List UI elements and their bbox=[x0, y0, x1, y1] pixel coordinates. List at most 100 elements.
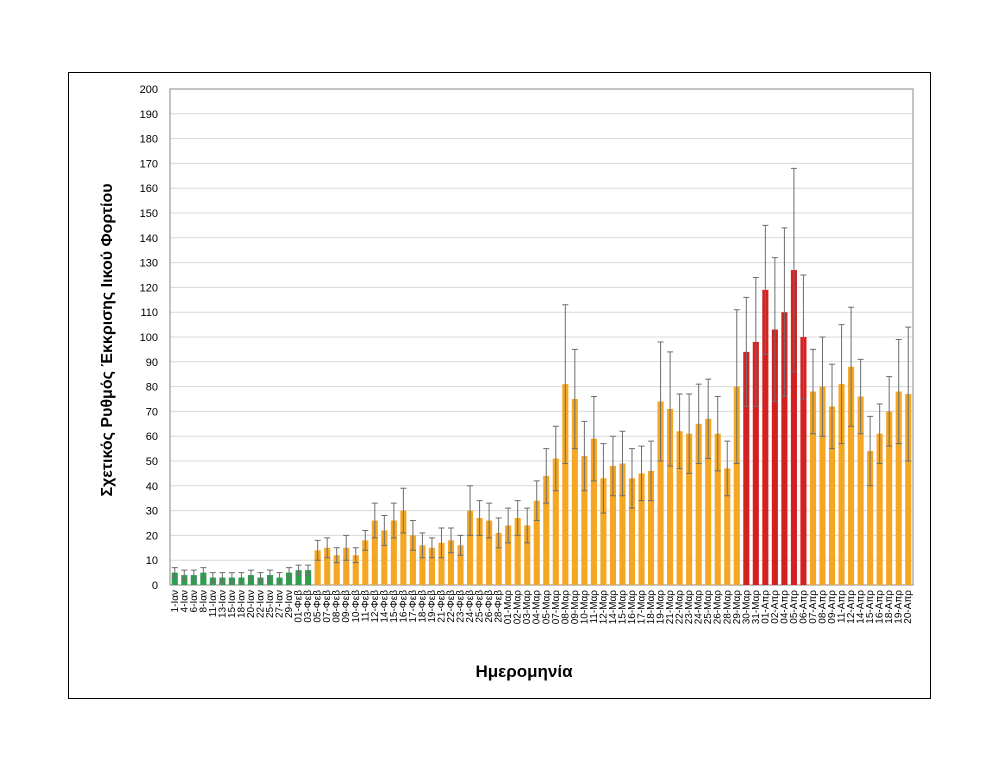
x-tick-label: 18-Φεβ bbox=[417, 590, 428, 623]
error-bar bbox=[543, 448, 550, 504]
bar bbox=[714, 433, 721, 585]
bar bbox=[628, 478, 636, 585]
plot-border bbox=[169, 88, 914, 586]
bar bbox=[733, 386, 740, 585]
error-bar bbox=[895, 338, 902, 445]
x-tick-label: 25-Μαρ bbox=[703, 590, 714, 625]
x-tick-label: 18-Απρ bbox=[884, 590, 895, 624]
error-bar bbox=[857, 358, 864, 435]
y-tick-label: 110 bbox=[140, 307, 158, 319]
y-tick-label: 170 bbox=[140, 158, 158, 170]
error-bar bbox=[790, 167, 797, 373]
error-bar bbox=[552, 425, 559, 492]
error-bar bbox=[228, 572, 235, 584]
x-tick-label: 1-Ιαν bbox=[170, 590, 181, 612]
error-bar bbox=[276, 572, 283, 584]
bar bbox=[781, 312, 788, 585]
error-bar bbox=[876, 403, 883, 464]
bar bbox=[857, 396, 864, 585]
error-bar bbox=[409, 520, 416, 551]
y-tick-label: 30 bbox=[146, 506, 158, 518]
bar bbox=[571, 399, 578, 585]
x-tick-label: 19-Απρ bbox=[894, 590, 905, 624]
bar bbox=[647, 470, 655, 585]
x-tick-label: 23-Μαρ bbox=[684, 590, 695, 625]
bar bbox=[762, 289, 769, 585]
x-tick-label: 17-Μαρ bbox=[637, 590, 648, 625]
bar bbox=[457, 545, 464, 585]
x-tick-label: 13-Ιαν bbox=[217, 590, 228, 618]
bar bbox=[362, 540, 369, 585]
bar bbox=[600, 478, 607, 585]
error-bar bbox=[457, 534, 464, 556]
error-bar bbox=[486, 502, 493, 539]
error-bar bbox=[752, 276, 759, 407]
error-bar bbox=[181, 569, 188, 581]
x-tick-label: 11-Μαρ bbox=[589, 590, 600, 624]
bar bbox=[352, 555, 359, 585]
error-bar bbox=[505, 507, 512, 544]
x-tick-label: 28-Μαρ bbox=[722, 590, 733, 625]
bar bbox=[447, 540, 455, 585]
x-tick-label: 20-Απρ bbox=[903, 590, 914, 624]
x-tick-label: 07-Μαρ bbox=[551, 590, 562, 625]
y-tick-label: 0 bbox=[152, 580, 158, 592]
x-tick-label: 26-Μαρ bbox=[713, 590, 724, 625]
bar bbox=[819, 386, 826, 585]
error-bar bbox=[200, 567, 207, 579]
error-bar bbox=[771, 257, 778, 402]
x-tick-label: 19-Φεβ bbox=[427, 590, 438, 623]
error-bar bbox=[390, 502, 397, 539]
bar bbox=[667, 408, 674, 585]
y-tick-label: 120 bbox=[140, 282, 158, 294]
bar bbox=[686, 433, 693, 585]
x-tick-label: 15-Ιαν bbox=[227, 590, 238, 618]
bar bbox=[514, 518, 521, 585]
y-tick-label: 20 bbox=[146, 530, 158, 542]
error-bar bbox=[829, 363, 836, 450]
error-bar bbox=[324, 537, 331, 559]
bar bbox=[438, 542, 445, 585]
bar bbox=[800, 337, 807, 585]
error-bar bbox=[438, 527, 445, 559]
bar bbox=[295, 570, 302, 585]
error-bar bbox=[638, 445, 645, 502]
bar bbox=[705, 418, 712, 585]
y-tick-label: 180 bbox=[140, 134, 158, 146]
x-tick-label: 12-Φεβ bbox=[370, 590, 381, 623]
error-bar bbox=[362, 529, 369, 551]
y-axis-label: Σχετικός Ρυθμός Έκκρισης Ιικού Φορτίου bbox=[99, 183, 116, 496]
bar bbox=[533, 500, 540, 585]
x-tick-label: 25-Ιαν bbox=[265, 590, 276, 618]
error-bar bbox=[305, 564, 312, 576]
x-tick-label: 11-Φεβ bbox=[360, 590, 371, 622]
x-tick-label: 24-Φεβ bbox=[465, 590, 476, 623]
error-bar bbox=[905, 326, 912, 462]
bar bbox=[552, 458, 559, 585]
error-bar bbox=[609, 435, 616, 497]
error-bar bbox=[819, 336, 826, 437]
error-bar bbox=[848, 306, 855, 427]
bar bbox=[876, 433, 883, 585]
y-tick-label: 60 bbox=[146, 431, 158, 443]
error-bar bbox=[581, 420, 588, 492]
x-tick-label: 16-Φεβ bbox=[398, 590, 409, 623]
bar bbox=[790, 270, 797, 585]
x-tick-label: 09-Απρ bbox=[827, 590, 838, 624]
error-bar bbox=[695, 383, 702, 464]
error-bar bbox=[800, 274, 807, 400]
x-tick-label: 16-Μαρ bbox=[627, 590, 638, 625]
bar bbox=[562, 384, 569, 585]
x-tick-label: 11-Ιαν bbox=[208, 590, 219, 617]
bar bbox=[886, 411, 893, 585]
x-tick-label: 30-Μαρ bbox=[741, 590, 752, 625]
bar bbox=[419, 545, 426, 585]
error-bar bbox=[676, 393, 683, 469]
bar bbox=[619, 463, 626, 585]
y-tick-label: 150 bbox=[140, 208, 158, 220]
x-tick-label: 15-Απρ bbox=[865, 590, 876, 624]
bar bbox=[524, 525, 531, 585]
error-bar bbox=[867, 415, 874, 487]
bar bbox=[581, 456, 588, 585]
x-tick-label: 14-Φεβ bbox=[379, 590, 390, 623]
